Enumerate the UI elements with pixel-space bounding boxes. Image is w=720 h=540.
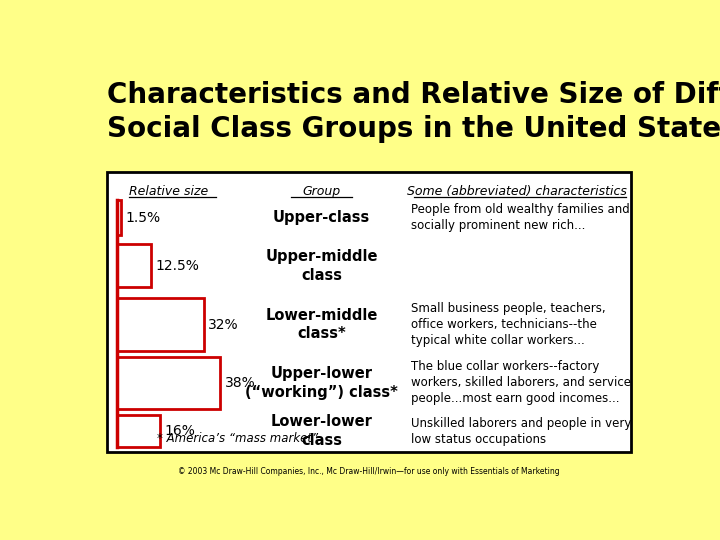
Text: Lower-middle
class*: Lower-middle class* <box>266 308 378 341</box>
Text: Group: Group <box>302 185 341 198</box>
Text: 12.5%: 12.5% <box>156 259 199 273</box>
Bar <box>117 415 161 447</box>
Bar <box>117 357 220 409</box>
Text: Upper-class: Upper-class <box>273 210 370 225</box>
Text: The blue collar workers--factory
workers, skilled laborers, and service
people..: The blue collar workers--factory workers… <box>411 360 631 406</box>
Text: Characteristics and Relative Size of Different
Social Class Groups in the United: Characteristics and Relative Size of Dif… <box>107 82 720 143</box>
Text: Some (abbreviated) characteristics: Some (abbreviated) characteristics <box>407 185 627 198</box>
Bar <box>117 299 204 351</box>
Text: * America’s “mass market”: * America’s “mass market” <box>157 432 318 445</box>
Text: Upper-lower
(“working”) class*: Upper-lower (“working”) class* <box>245 366 398 400</box>
Text: Small business people, teachers,
office workers, technicians--the
typical white : Small business people, teachers, office … <box>411 302 606 347</box>
Bar <box>117 245 150 287</box>
Text: 1.5%: 1.5% <box>125 211 161 225</box>
Text: 32%: 32% <box>208 318 239 332</box>
Text: Upper-middle
class: Upper-middle class <box>265 249 378 282</box>
Text: © 2003 Mc Draw-Hill Companies, Inc., Mc Draw-Hill/Irwin—for use only with Essent: © 2003 Mc Draw-Hill Companies, Inc., Mc … <box>178 467 560 476</box>
Text: Unskilled laborers and people in very
low status occupations: Unskilled laborers and people in very lo… <box>411 417 631 445</box>
Bar <box>117 200 121 235</box>
Text: Lower-lower
class: Lower-lower class <box>271 414 372 448</box>
Text: 16%: 16% <box>165 424 196 438</box>
Text: 38%: 38% <box>225 376 255 390</box>
Text: People from old wealthy families and
socially prominent new rich...: People from old wealthy families and soc… <box>411 203 629 232</box>
Text: Relative size: Relative size <box>129 185 208 198</box>
FancyBboxPatch shape <box>107 172 631 453</box>
